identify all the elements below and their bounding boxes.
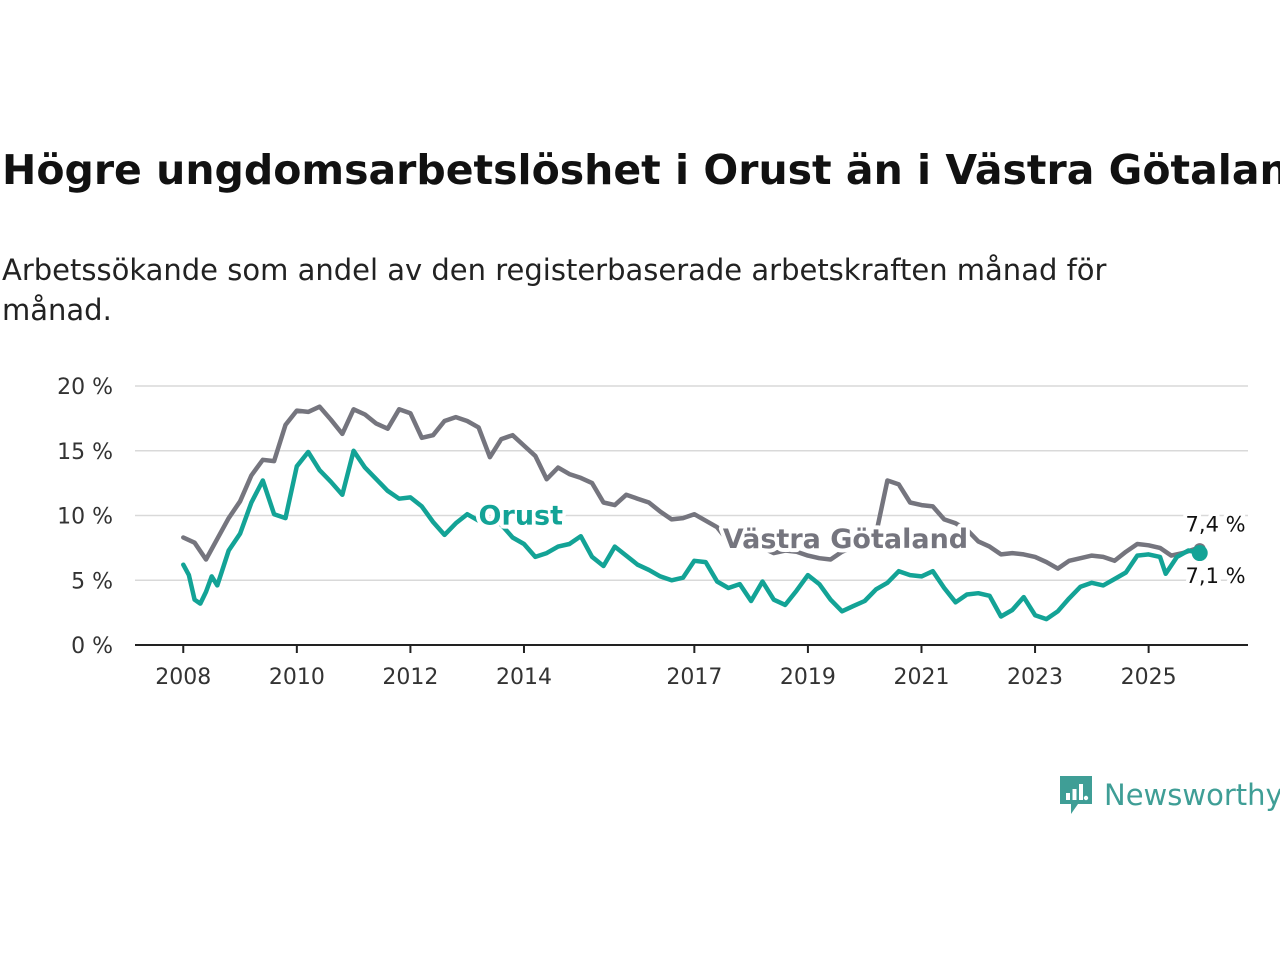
y-tick-label: 10 % — [57, 505, 113, 530]
x-tick-label: 2017 — [666, 665, 722, 690]
series-label-orust-text: Orust — [479, 501, 564, 532]
series-lines — [181, 404, 1208, 622]
end-label-orust-halo: 7,1 % — [1186, 564, 1246, 588]
x-tick-label: 2021 — [893, 665, 949, 690]
series-label-orust-halo: Orust — [479, 501, 564, 532]
end-label-vg-text: 7,4 % — [1186, 513, 1246, 537]
y-axis-ticks: 0 % 5 % 10 % 15 % 20 % — [57, 375, 113, 659]
y-tick-label: 5 % — [71, 569, 113, 594]
chart-title: Högre ungdomsarbetslöshet i Orust än i V… — [2, 146, 1280, 194]
y-tick-label: 20 % — [57, 375, 113, 400]
end-label-orust-text: 7,1 % — [1186, 564, 1246, 588]
series-line-vg — [181, 404, 1202, 571]
x-axis-ticks: 2008 2010 2012 2014 2017 2019 2021 2023 2025 — [155, 645, 1177, 690]
x-tick-label: 2025 — [1121, 665, 1177, 690]
x-tick-label: 2014 — [496, 665, 552, 690]
series-label-vg-halo: Västra Götaland — [723, 524, 968, 555]
x-tick-label: 2023 — [1007, 665, 1063, 690]
chart-subtitle: Arbetssökande som andel av den registerb… — [2, 253, 1107, 327]
x-tick-label: 2019 — [780, 665, 836, 690]
end-label-vg: 7,4 %7,4 % — [1182, 509, 1250, 541]
x-tick-label: 2010 — [269, 665, 325, 690]
newsworthy-logo-icon — [1060, 776, 1092, 814]
x-tick-label: 2008 — [155, 665, 211, 690]
end-label-vg-halo: 7,4 % — [1186, 513, 1246, 537]
y-tick-label: 0 % — [71, 634, 113, 659]
end-label-orust: 7,1 %7,1 % — [1182, 560, 1250, 592]
gridlines — [135, 385, 1248, 646]
newsworthy-logo[interactable]: Newsworthy — [1058, 774, 1280, 816]
series-line-orust — [181, 448, 1202, 622]
end-point-orust — [1191, 545, 1208, 562]
y-tick-label: 15 % — [57, 440, 113, 465]
newsworthy-logo-text: Newsworthy — [1104, 778, 1280, 812]
x-tick-label: 2012 — [382, 665, 438, 690]
series-label-vg-text: Västra Götaland — [723, 524, 968, 555]
